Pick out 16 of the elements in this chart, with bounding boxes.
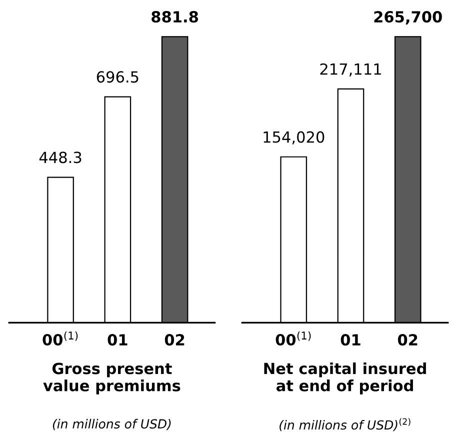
data-label: 696.5 bbox=[96, 71, 138, 83]
x-tick-label: 02 bbox=[164, 334, 184, 346]
x-axis-title: Net capital insured at end of period bbox=[264, 362, 426, 394]
x-tick-label: 01 bbox=[340, 334, 360, 346]
text: (in millions of USD)$^{(2)}$ bbox=[280, 418, 410, 432]
text: (in millions of USD) bbox=[52, 418, 171, 430]
data-label: 448.3 bbox=[39, 152, 82, 164]
data-label: 154,020 bbox=[264, 131, 324, 144]
data-label: 881.8 bbox=[152, 11, 198, 23]
data-label: 217,111 bbox=[320, 63, 381, 76]
x-tick-label: 01 bbox=[108, 334, 128, 346]
x-tick-label: 00$^{(1)}$ bbox=[42, 331, 78, 346]
x-tick-label: 02 bbox=[398, 334, 418, 346]
data-label: 265,700 bbox=[374, 11, 442, 25]
x-axis-title: Gross present value premiums bbox=[43, 362, 180, 394]
x-tick-label: 00$^{(1)}$ bbox=[276, 331, 311, 346]
